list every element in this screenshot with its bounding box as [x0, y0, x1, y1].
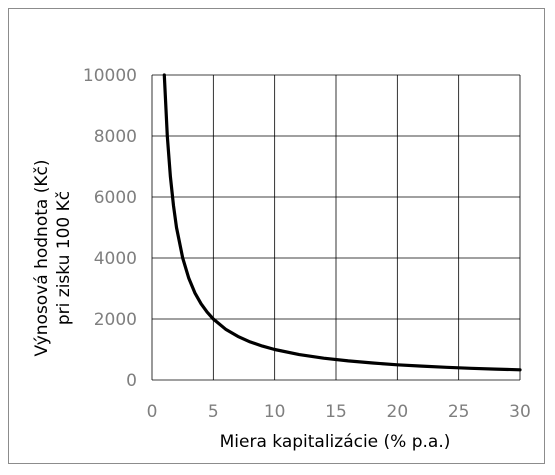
y-tick-label: 10000: [83, 66, 137, 86]
data-point: [237, 335, 239, 338]
data-point: [163, 74, 166, 76]
data-point: [200, 302, 203, 305]
data-point: [261, 345, 264, 347]
y-tick-label: 6000: [94, 188, 137, 208]
x-tick-label: 20: [387, 402, 409, 422]
x-axis-title: Miera kapitalizácie (% p.a.): [220, 432, 451, 452]
data-point: [175, 226, 178, 229]
data-point: [169, 175, 172, 178]
data-point: [519, 368, 521, 371]
y-tick-label: 0: [126, 371, 137, 391]
data-point: [249, 341, 252, 343]
data-point: [181, 257, 184, 259]
data-point: [347, 360, 350, 362]
data-point: [273, 348, 276, 351]
x-tick-label: 10: [264, 402, 286, 422]
data-point: [212, 318, 215, 320]
data-point: [166, 135, 169, 137]
y-tick-label: 8000: [94, 127, 137, 147]
series-layer: [162, 73, 522, 372]
data-point: [187, 277, 190, 280]
tick-labels: 0 5 10 15 20 25 30 0 2000 4000 6000 8000 10000: [83, 66, 531, 422]
y-axis-title-line-2: pri zisku 100 Kč: [54, 191, 74, 325]
x-tick-label: 0: [147, 402, 158, 422]
data-point: [298, 353, 301, 356]
y-tick-label: 4000: [94, 249, 137, 269]
data-point: [470, 367, 472, 370]
y-axis-title: Výnosová hodnota (Kč) pri zisku 100 Kč: [32, 160, 74, 357]
data-point: [421, 365, 423, 367]
grid: [151, 74, 521, 381]
data-point: [445, 366, 448, 369]
data-point: [396, 363, 399, 366]
data-point: [206, 311, 209, 314]
data-point: [194, 292, 196, 294]
series-line: [162, 73, 522, 372]
data-point: [322, 357, 325, 360]
x-tick-label: 25: [448, 402, 470, 422]
chart-frame: [8, 8, 545, 464]
y-tick-label: 2000: [94, 310, 137, 330]
y-axis-title-line-1: Výnosová hodnota (Kč): [32, 160, 52, 357]
data-point: [224, 328, 227, 331]
x-tick-label: 15: [325, 402, 347, 422]
data-point: [172, 204, 175, 207]
x-tick-label: 30: [509, 402, 531, 422]
data-point: [371, 362, 374, 364]
data-point: [494, 368, 497, 370]
x-tick-label: 5: [208, 402, 219, 422]
